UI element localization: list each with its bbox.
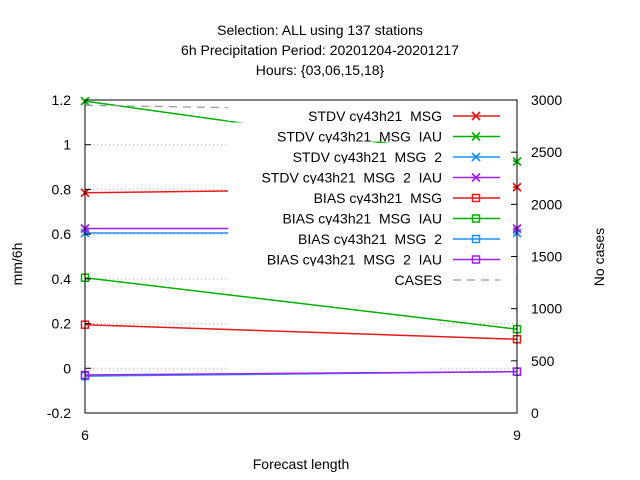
legend-backdrop <box>228 225 513 244</box>
series-4 <box>80 320 522 344</box>
legend-label: STDV cy43h21_MSG_IAU <box>277 129 442 145</box>
legend-label: BIAS cy43h21_MSG_2 <box>298 231 442 247</box>
title-line: Selection: ALL using 137 stations <box>217 22 423 38</box>
legend-label: BIAS cy43h21_MSG_2_IAU <box>267 252 442 268</box>
legend-item: BIAS cy43h21_MSG_IAU <box>228 204 513 227</box>
x-tick-label: 6 <box>81 427 89 443</box>
legend-item: BIAS cy43h21_MSG_2 <box>228 225 513 247</box>
legend-label: BIAS cy43h21_MSG_IAU <box>282 211 442 227</box>
legend-marker <box>471 152 481 162</box>
marker-stroke <box>471 152 481 162</box>
y-tick-label: 0.6 <box>52 226 72 242</box>
series-line <box>84 276 518 330</box>
title-line: 6h Precipitation Period: 20201204-202012… <box>181 42 459 58</box>
legend-item: STDV cy43h21_MSG_2_IAU <box>228 163 513 186</box>
y2-tick-label: 1000 <box>531 301 562 317</box>
y2-tick-label: 3000 <box>531 92 562 108</box>
legend-item: STDV cy43h21_MSG_IAU <box>228 122 513 145</box>
legend-label: STDV cy43h21_MSG_2_IAU <box>261 170 442 186</box>
legend-marker <box>471 234 481 244</box>
marker-stroke <box>471 131 481 142</box>
title-line: Hours: {03,06,15,18} <box>256 62 385 78</box>
y-tick-label: 0.8 <box>52 181 72 197</box>
legend-backdrop <box>228 266 513 285</box>
legend-item: BIAS cy43h21_MSG <box>228 184 513 206</box>
legend-backdrop <box>228 102 513 121</box>
legend: STDV cy43h21_MSG STDV cy43h21_MSG_IAU STDV… <box>228 102 513 288</box>
legend-backdrop <box>228 122 513 142</box>
y-axis-label: mm/6h <box>9 243 25 286</box>
y2-tick-label: 500 <box>531 353 555 369</box>
legend-label: BIAS cy43h21_MSG <box>314 190 442 206</box>
chart-title: Selection: ALL using 137 stations 6h Prec… <box>181 22 459 78</box>
series-line <box>84 370 518 376</box>
legend-item: STDV cy43h21_MSG_2 <box>228 143 513 165</box>
legend-item: CASES <box>228 266 513 288</box>
legend-backdrop <box>228 163 513 183</box>
marker-stroke <box>471 111 481 121</box>
y-tick-label: 0 <box>63 360 71 376</box>
legend-item: BIAS cy43h21_MSG_2_IAU <box>228 245 513 268</box>
legend-item: STDV cy43h21_MSG <box>228 102 513 124</box>
legend-marker <box>471 255 481 264</box>
y-tick-label: 1 <box>63 137 71 153</box>
legend-marker <box>471 193 481 203</box>
y2-axis-label: No cases <box>591 228 607 286</box>
series-line <box>84 323 518 340</box>
y2-tick-label: 1500 <box>531 249 562 265</box>
legend-marker <box>471 172 481 183</box>
legend-marker <box>471 111 481 121</box>
legend-label: CASES <box>395 272 442 288</box>
marker-stroke <box>471 172 481 183</box>
y2-tick-label: 2000 <box>531 196 562 212</box>
legend-backdrop <box>228 184 513 203</box>
x-tick-label: 9 <box>513 427 521 443</box>
legend-marker <box>471 214 481 223</box>
legend-label: STDV cy43h21_MSG_2 <box>293 149 443 165</box>
x-axis-label: Forecast length <box>253 456 350 472</box>
y2-tick-label: 0 <box>531 405 539 421</box>
y-tick-label: 0.4 <box>52 271 72 287</box>
legend-marker <box>471 131 481 142</box>
y-tick-label: -0.2 <box>47 405 71 421</box>
y-tick-label: 1.2 <box>52 92 72 108</box>
legend-backdrop <box>228 204 513 224</box>
legend-label: STDV cy43h21_MSG <box>308 108 442 124</box>
y2-tick-label: 2500 <box>531 144 562 160</box>
series-7 <box>80 367 522 380</box>
legend-backdrop <box>228 245 513 265</box>
legend-backdrop <box>228 143 513 162</box>
axis-ticks: -0.2 0 0.2 0.4 0.6 0.8 1 1.2 0 500 1000 1500 2000 250… <box>47 92 562 443</box>
y-tick-label: 0.2 <box>52 316 72 332</box>
